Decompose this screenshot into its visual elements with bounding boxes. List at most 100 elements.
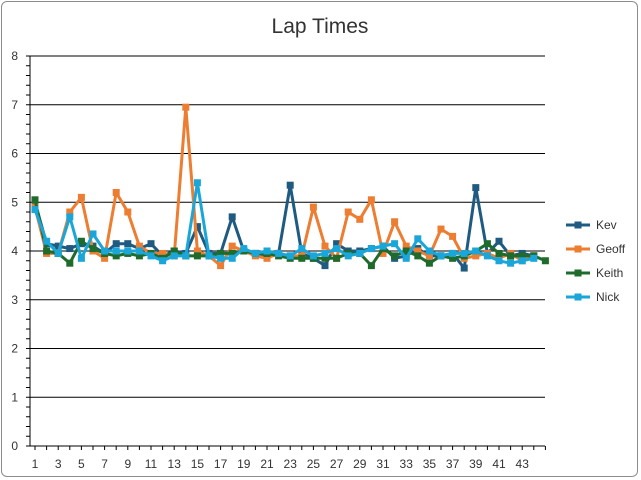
x-tick-label: 21 — [260, 457, 274, 471]
data-point — [159, 249, 167, 257]
data-point — [193, 179, 201, 187]
data-point — [449, 254, 457, 262]
data-point — [414, 252, 422, 260]
data-point — [333, 245, 341, 253]
x-tick-label: 23 — [284, 457, 298, 471]
legend-item-geoff: Geoff — [566, 242, 626, 256]
series-lines — [31, 103, 549, 272]
data-point — [460, 249, 468, 257]
data-point — [124, 247, 132, 255]
data-point — [101, 247, 109, 255]
legend-item-nick: Nick — [566, 290, 620, 304]
data-point — [77, 254, 85, 262]
y-tick-label: 7 — [11, 98, 18, 112]
y-tick-label: 8 — [11, 49, 18, 63]
data-point — [425, 247, 433, 255]
data-point — [356, 249, 364, 257]
series-nick — [31, 179, 538, 267]
data-point — [112, 189, 120, 196]
data-point — [402, 242, 410, 250]
data-point — [495, 249, 503, 257]
x-tick-label: 1 — [32, 457, 39, 471]
data-point — [228, 242, 236, 250]
data-point — [309, 203, 317, 211]
data-point — [333, 240, 341, 248]
data-point — [66, 259, 74, 267]
data-point — [391, 252, 399, 260]
data-point — [43, 237, 51, 245]
x-tick-label: 3 — [55, 457, 62, 471]
x-tick-label: 41 — [492, 457, 506, 471]
y-tick-label: 6 — [11, 147, 18, 161]
x-tick-label: 17 — [214, 457, 228, 471]
legend: Kev Geoff Keith Nick — [566, 218, 626, 304]
legend-item-kev: Kev — [566, 218, 617, 232]
data-point — [89, 230, 97, 238]
data-point — [263, 247, 271, 255]
data-point — [228, 249, 236, 257]
data-point — [321, 262, 329, 270]
legend-swatch-marker — [574, 221, 582, 229]
data-point — [77, 193, 85, 201]
data-point — [193, 252, 201, 260]
axes — [26, 55, 546, 450]
data-point — [66, 213, 74, 221]
x-tick-label: 27 — [330, 457, 344, 471]
x-tick-label: 39 — [469, 457, 483, 471]
data-point — [414, 235, 422, 243]
data-point — [54, 242, 62, 250]
x-tick-label: 19 — [237, 457, 251, 471]
x-tick-label: 9 — [124, 457, 131, 471]
data-point — [66, 245, 74, 253]
y-tick-label: 5 — [11, 195, 18, 209]
data-point — [147, 240, 155, 248]
data-point — [54, 249, 62, 257]
data-point — [228, 254, 236, 262]
data-point — [31, 206, 39, 214]
data-point — [460, 264, 468, 272]
data-point — [298, 245, 306, 253]
data-point — [124, 240, 132, 248]
x-tick-label: 35 — [423, 457, 437, 471]
legend-label: Kev — [596, 218, 617, 232]
data-point — [124, 208, 132, 216]
y-tick-label: 4 — [11, 244, 18, 258]
data-point — [414, 247, 422, 255]
data-point — [483, 252, 491, 260]
data-point — [472, 184, 480, 192]
data-point — [518, 252, 526, 260]
data-point — [356, 215, 364, 223]
data-point — [321, 242, 329, 250]
data-point — [495, 257, 503, 265]
data-point — [217, 262, 225, 270]
data-point — [437, 252, 445, 260]
data-point — [159, 257, 167, 265]
data-point — [182, 252, 190, 260]
x-tick-label: 13 — [168, 457, 182, 471]
data-point — [147, 252, 155, 260]
data-point — [367, 262, 375, 270]
legend-swatch-marker — [574, 269, 582, 277]
gridlines — [30, 55, 545, 398]
data-point — [193, 223, 201, 231]
legend-swatch-marker — [574, 293, 582, 301]
data-point — [193, 247, 201, 255]
data-point — [530, 254, 538, 262]
x-tick-label: 25 — [307, 457, 321, 471]
data-point — [251, 249, 259, 257]
x-tick-label: 29 — [353, 457, 367, 471]
y-tick-labels: 0 1 2 3 4 5 6 7 8 — [11, 49, 18, 453]
data-point — [43, 247, 51, 255]
data-point — [333, 254, 341, 262]
x-tick-label: 37 — [446, 457, 460, 471]
data-point — [379, 242, 387, 250]
data-point — [170, 252, 178, 260]
data-point — [472, 252, 480, 260]
y-tick-label: 2 — [11, 342, 18, 356]
data-point — [518, 257, 526, 265]
series-line-geoff — [33, 105, 535, 268]
data-point — [472, 247, 480, 255]
data-point — [112, 240, 120, 248]
data-point — [402, 247, 410, 255]
legend-item-keith: Keith — [566, 266, 623, 280]
